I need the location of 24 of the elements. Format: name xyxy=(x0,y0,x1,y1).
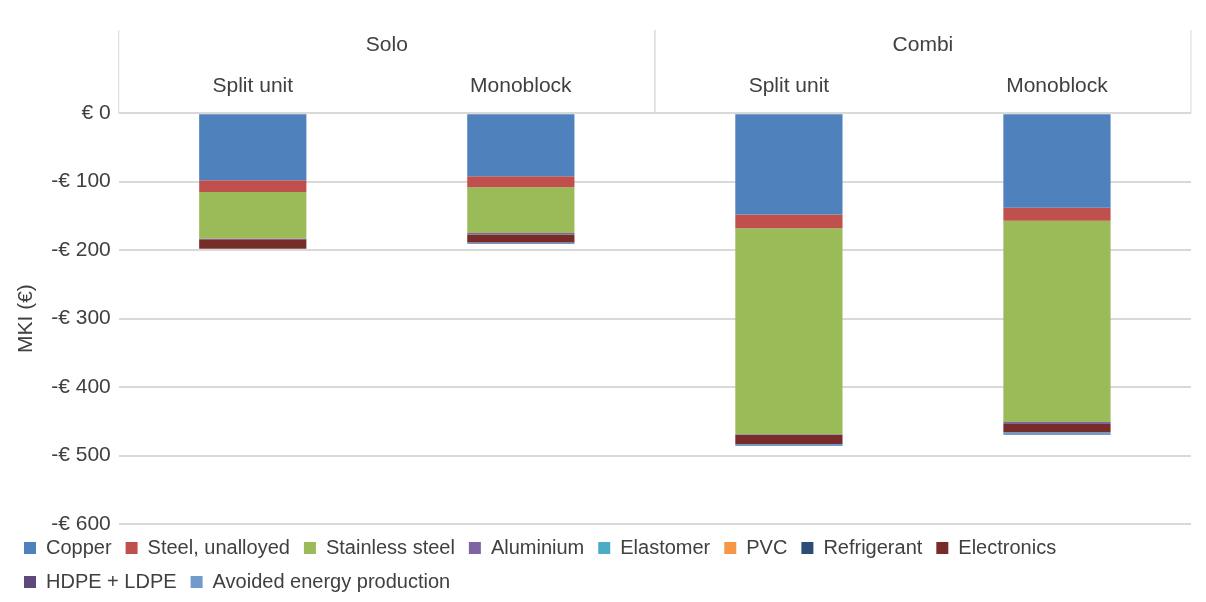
legend-label: Elastomer xyxy=(620,535,711,558)
y-tick-label: -€ 300 xyxy=(51,305,111,329)
legend-label: Electronics xyxy=(958,535,1057,558)
x-tick-label: Split unit xyxy=(212,73,294,97)
legend-label: Refrigerant xyxy=(823,535,923,558)
text: Combi xyxy=(892,31,954,55)
legend-label: Stainless steel xyxy=(325,535,455,558)
legend-label: HDPE + LDPE xyxy=(46,569,177,592)
legend-label: Copper xyxy=(46,535,112,558)
legend-label: Aluminium xyxy=(490,535,585,558)
y-axis-title: MKI (€) xyxy=(13,284,37,354)
y-tick-label: -€ 400 xyxy=(51,373,111,397)
y-tick-label: -€ 200 xyxy=(51,236,111,260)
x-tick-label: Monoblock xyxy=(470,73,573,97)
legend-label: Steel, unalloyed xyxy=(147,535,290,558)
y-tick-label: -€ 500 xyxy=(51,442,111,466)
x-tick-label: Split unit xyxy=(748,73,830,97)
y-tick-label: € 0 xyxy=(81,100,111,123)
y-tick-label: -€ 100 xyxy=(51,168,111,192)
y-tick-label: -€ 600 xyxy=(51,510,111,534)
legend-label: Avoided energy production xyxy=(212,569,451,592)
text: Solo xyxy=(365,31,408,55)
legend-label: PVC xyxy=(746,535,788,558)
x-tick-label: Monoblock xyxy=(1006,73,1109,97)
